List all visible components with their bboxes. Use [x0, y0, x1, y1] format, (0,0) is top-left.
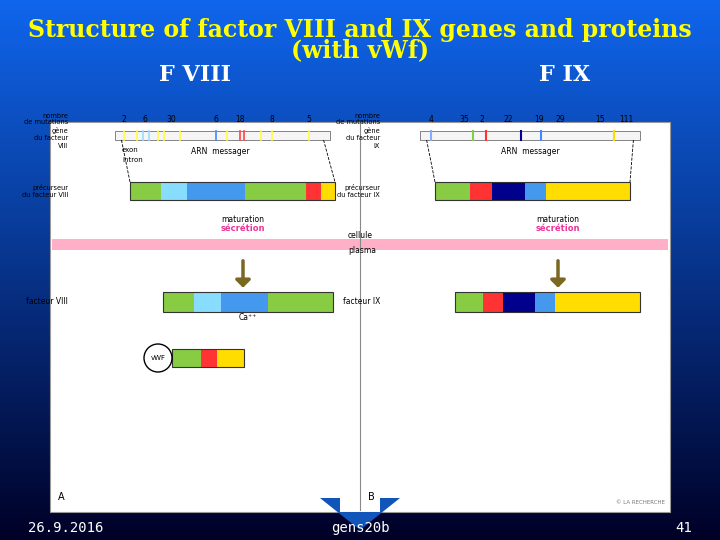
Bar [555, 292, 640, 312]
Text: précurseur
du facteur VIII: précurseur du facteur VIII [22, 184, 68, 198]
Text: ARN  messager: ARN messager [500, 147, 559, 156]
Text: Structure of factor VIII and IX genes and proteins: Structure of factor VIII and IX genes an… [28, 18, 692, 42]
Text: 22: 22 [503, 114, 513, 124]
Bar [302, 292, 333, 312]
Text: 26.9.2016: 26.9.2016 [28, 521, 104, 535]
Text: 15: 15 [595, 114, 606, 124]
Bar [282, 182, 306, 200]
Text: cellule: cellule [348, 231, 373, 240]
Bar [130, 182, 335, 200]
Bar [455, 292, 640, 312]
Bar [194, 292, 221, 312]
Bar [163, 292, 333, 312]
Text: 18: 18 [235, 114, 245, 124]
Text: 19: 19 [534, 114, 544, 124]
Text: 6: 6 [214, 114, 218, 124]
Text: facteur IX: facteur IX [343, 298, 380, 307]
Text: Ca⁺⁺: Ca⁺⁺ [239, 313, 257, 322]
Text: maturation: maturation [536, 215, 580, 224]
Text: 5: 5 [306, 114, 311, 124]
Text: sécrétion: sécrétion [221, 224, 265, 233]
Polygon shape [320, 498, 400, 530]
Bar [269, 292, 302, 312]
Text: intron: intron [122, 157, 143, 163]
Bar [50, 122, 670, 512]
Bar [245, 182, 282, 200]
Text: ARN  messager: ARN messager [191, 147, 249, 156]
Bar [306, 182, 320, 200]
Text: nombre
de mutations: nombre de mutations [336, 112, 380, 125]
Bar [130, 182, 161, 200]
Text: F IX: F IX [539, 64, 590, 86]
Text: gène
du facteur
IX: gène du facteur IX [346, 127, 380, 149]
Bar [320, 182, 335, 200]
Text: gens20b: gens20b [330, 521, 390, 535]
Bar [187, 182, 245, 200]
Bar [163, 292, 194, 312]
Text: maturation: maturation [222, 215, 264, 224]
Bar [455, 292, 482, 312]
Text: plasma: plasma [348, 246, 376, 255]
Bar [435, 182, 630, 200]
Text: nombre
de mutations: nombre de mutations [24, 112, 68, 125]
Text: F VIII: F VIII [159, 64, 231, 86]
Text: 30: 30 [166, 114, 176, 124]
Text: 8: 8 [269, 114, 274, 124]
Text: 6: 6 [143, 114, 148, 124]
Text: 29: 29 [556, 114, 566, 124]
Text: 111: 111 [620, 114, 634, 124]
Text: vWF: vWF [150, 355, 166, 361]
Bar [172, 349, 244, 367]
Bar [546, 182, 630, 200]
Text: A: A [58, 492, 65, 502]
Bar [525, 182, 546, 200]
Bar [201, 349, 217, 367]
Text: 35: 35 [459, 114, 469, 124]
Text: sécrétion: sécrétion [536, 224, 580, 233]
Bar [435, 182, 470, 200]
Bar [470, 182, 492, 200]
Bar [221, 292, 269, 312]
Bar [492, 182, 525, 200]
Text: 2: 2 [121, 114, 126, 124]
Text: B: B [368, 492, 374, 502]
Bar [115, 131, 330, 140]
Bar [534, 292, 555, 312]
Text: 2: 2 [480, 114, 484, 124]
Bar [217, 349, 244, 367]
Text: © LA RECHERCHE: © LA RECHERCHE [616, 500, 665, 505]
Text: exon: exon [122, 147, 139, 153]
Text: précurseur
du facteur IX: précurseur du facteur IX [337, 184, 380, 198]
Text: facteur VIII: facteur VIII [26, 298, 68, 307]
Text: gène
du facteur
VIII: gène du facteur VIII [34, 127, 68, 149]
Bar [52, 239, 668, 250]
Text: 41: 41 [675, 521, 692, 535]
Bar [161, 182, 187, 200]
Bar [420, 131, 640, 140]
Text: (with vWf): (with vWf) [291, 38, 429, 62]
Bar [172, 349, 201, 367]
Bar [503, 292, 534, 312]
Text: 4: 4 [428, 114, 433, 124]
Bar [482, 292, 503, 312]
